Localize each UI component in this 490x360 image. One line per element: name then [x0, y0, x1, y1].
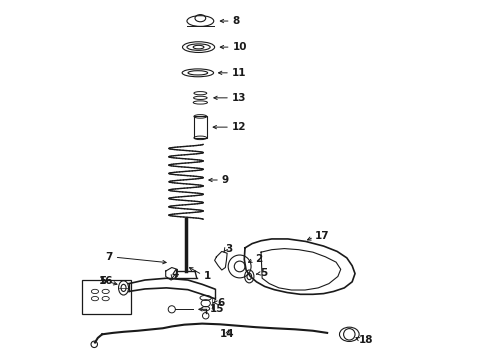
Text: 11: 11 [232, 68, 246, 78]
Text: 8: 8 [232, 16, 240, 26]
Text: 7: 7 [105, 252, 113, 262]
Text: 6: 6 [218, 297, 225, 307]
Text: 13: 13 [232, 93, 246, 103]
Bar [194, 116, 207, 138]
Text: 4: 4 [172, 269, 179, 279]
Text: 5: 5 [99, 276, 106, 286]
Bar [82, 280, 131, 314]
Text: 16: 16 [99, 276, 114, 286]
Text: 18: 18 [359, 335, 373, 345]
Text: 9: 9 [222, 175, 229, 185]
Text: 10: 10 [232, 42, 247, 52]
Text: 3: 3 [225, 244, 233, 253]
Text: 12: 12 [232, 122, 246, 132]
Text: 2: 2 [255, 253, 262, 264]
Text: 15: 15 [210, 304, 224, 314]
Text: 1: 1 [204, 271, 211, 281]
Text: 17: 17 [315, 231, 329, 242]
Text: 5: 5 [260, 268, 267, 278]
Text: 14: 14 [220, 329, 234, 339]
